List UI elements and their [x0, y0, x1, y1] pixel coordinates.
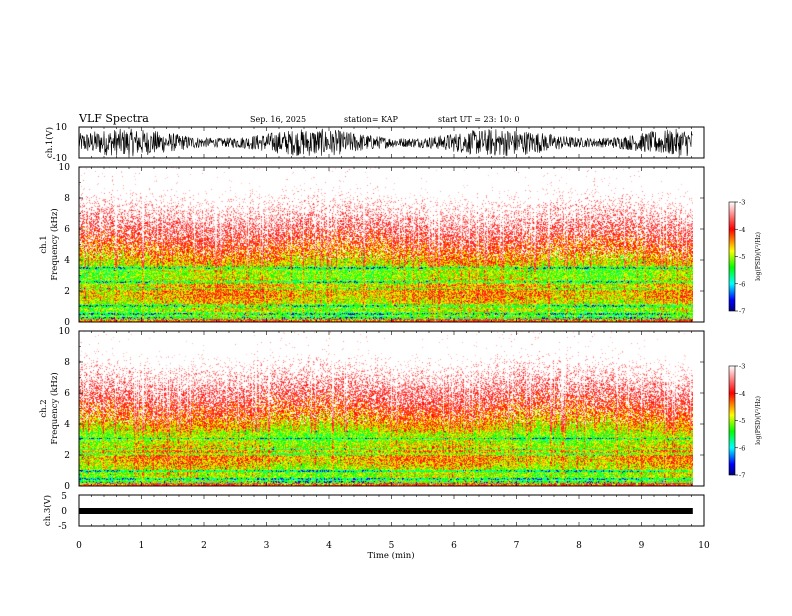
header-date: Sep. 16, 2025	[250, 115, 306, 124]
ch1-ytick-10: 10	[59, 163, 71, 173]
colorbar-tick-label--7: -7	[739, 308, 745, 316]
x-tick-label-2: 2	[201, 541, 207, 551]
ch1-spectrogram-ylabel-channel: ch.1	[39, 235, 49, 253]
ch1-ytick-6: 6	[64, 225, 70, 235]
ch2-ytick-6: 6	[64, 389, 70, 399]
colorbar-tick-label--3: -3	[739, 363, 745, 371]
x-tick-label-1: 1	[139, 541, 145, 551]
ch1-waveform-trace	[78, 128, 693, 157]
x-tick-label-4: 4	[326, 541, 332, 551]
time-axis-label: Time (min)	[367, 550, 414, 561]
ch2-ytick-8: 8	[64, 358, 70, 368]
x-tick-label-5: 5	[389, 541, 395, 551]
ch1-colorbar-label: log(PSD)(V²/Hz)	[755, 232, 762, 281]
ch2-colorbar: -3 -4 -5 -6 -7 log(PSD)(V²/Hz)	[728, 363, 762, 480]
ch1-waveform-panel: 10 -10 ch.1(V)	[44, 123, 705, 164]
ch3-waveform-ylabel: ch.3(V)	[42, 495, 53, 526]
x-tick-label-0: 0	[76, 541, 82, 551]
ch1-ytick-8: 8	[64, 194, 70, 204]
ch2-colorbar-gradient	[728, 365, 736, 476]
x-tick-label-10: 10	[698, 541, 710, 551]
ch2-spectrogram-heatmap	[79, 331, 693, 486]
ch2-ytick-0: 0	[64, 482, 70, 492]
ch3-waveform-trace	[79, 508, 693, 514]
ch3-ytick-bottom: -5	[58, 522, 67, 532]
ch1-colorbar-gradient	[728, 201, 736, 312]
x-tick-label-7: 7	[514, 541, 520, 551]
ch1-ytick-2: 2	[64, 287, 70, 297]
header-start-time: start UT = 23: 10: 0	[438, 115, 519, 124]
ch1-colorbar: -3 -4 -5 -6 -7 log(PSD)(V²/Hz)	[728, 199, 762, 316]
ch1-ytick-4: 4	[64, 256, 70, 266]
ch1-spectrogram-panel: 0 2 4 6 8 10 ch.1 Frequency (kHz)	[39, 163, 705, 328]
colorbar-tick-label--6: -6	[739, 444, 745, 452]
ch1-ytick-top: 10	[56, 123, 68, 133]
ch2-ytick-4: 4	[64, 420, 70, 430]
colorbar-tick-label--4: -4	[739, 226, 745, 234]
ch1-spectrogram-heatmap	[79, 167, 693, 322]
ch2-ytick-2: 2	[64, 451, 70, 461]
ch2-spectrogram-ylabel-channel: ch.2	[39, 399, 49, 417]
colorbar-tick-label--6: -6	[739, 280, 745, 288]
x-tick-label-8: 8	[576, 541, 582, 551]
ch3-ytick-top: 5	[61, 492, 67, 502]
ch2-spectrogram-panel: 0 2 4 6 8 10 ch.2 Frequency (kHz)	[39, 327, 705, 492]
colorbar-tick-label--4: -4	[739, 390, 745, 398]
x-tick-label-9: 9	[639, 541, 645, 551]
header-station: station= KAP	[344, 115, 399, 124]
ch1-ytick-bottom: -10	[53, 154, 68, 164]
x-tick-label-6: 6	[451, 541, 457, 551]
ch3-waveform-panel: 5 0 -5 ch.3(V)	[42, 492, 705, 532]
x-tick-label-3: 3	[264, 541, 270, 551]
ch2-spectrogram-ylabel-frequency: Frequency (kHz)	[49, 372, 60, 444]
colorbar-tick-label--7: -7	[739, 472, 745, 480]
ch2-colorbar-label: log(PSD)(V²/Hz)	[755, 396, 762, 445]
time-axis-ticks: 0 1 2 3 4 5 6 7 8 9 10	[76, 127, 710, 551]
colorbar-tick-label--5: -5	[739, 253, 745, 261]
colorbar-tick-label--3: -3	[739, 199, 745, 207]
ch3-ytick-mid: 0	[61, 507, 67, 517]
colorbar-tick-label--5: -5	[739, 417, 745, 425]
figure-title: VLF Spectra	[78, 112, 149, 125]
ch2-spectrogram-image-holder	[79, 331, 693, 486]
ch1-waveform-ylabel: ch.1(V)	[44, 127, 55, 158]
ch1-ytick-0: 0	[64, 318, 70, 328]
ch2-ytick-10: 10	[59, 327, 71, 337]
ch1-spectrogram-ylabel-frequency: Frequency (kHz)	[49, 208, 60, 280]
ch1-spectrogram-image-holder	[79, 167, 693, 322]
